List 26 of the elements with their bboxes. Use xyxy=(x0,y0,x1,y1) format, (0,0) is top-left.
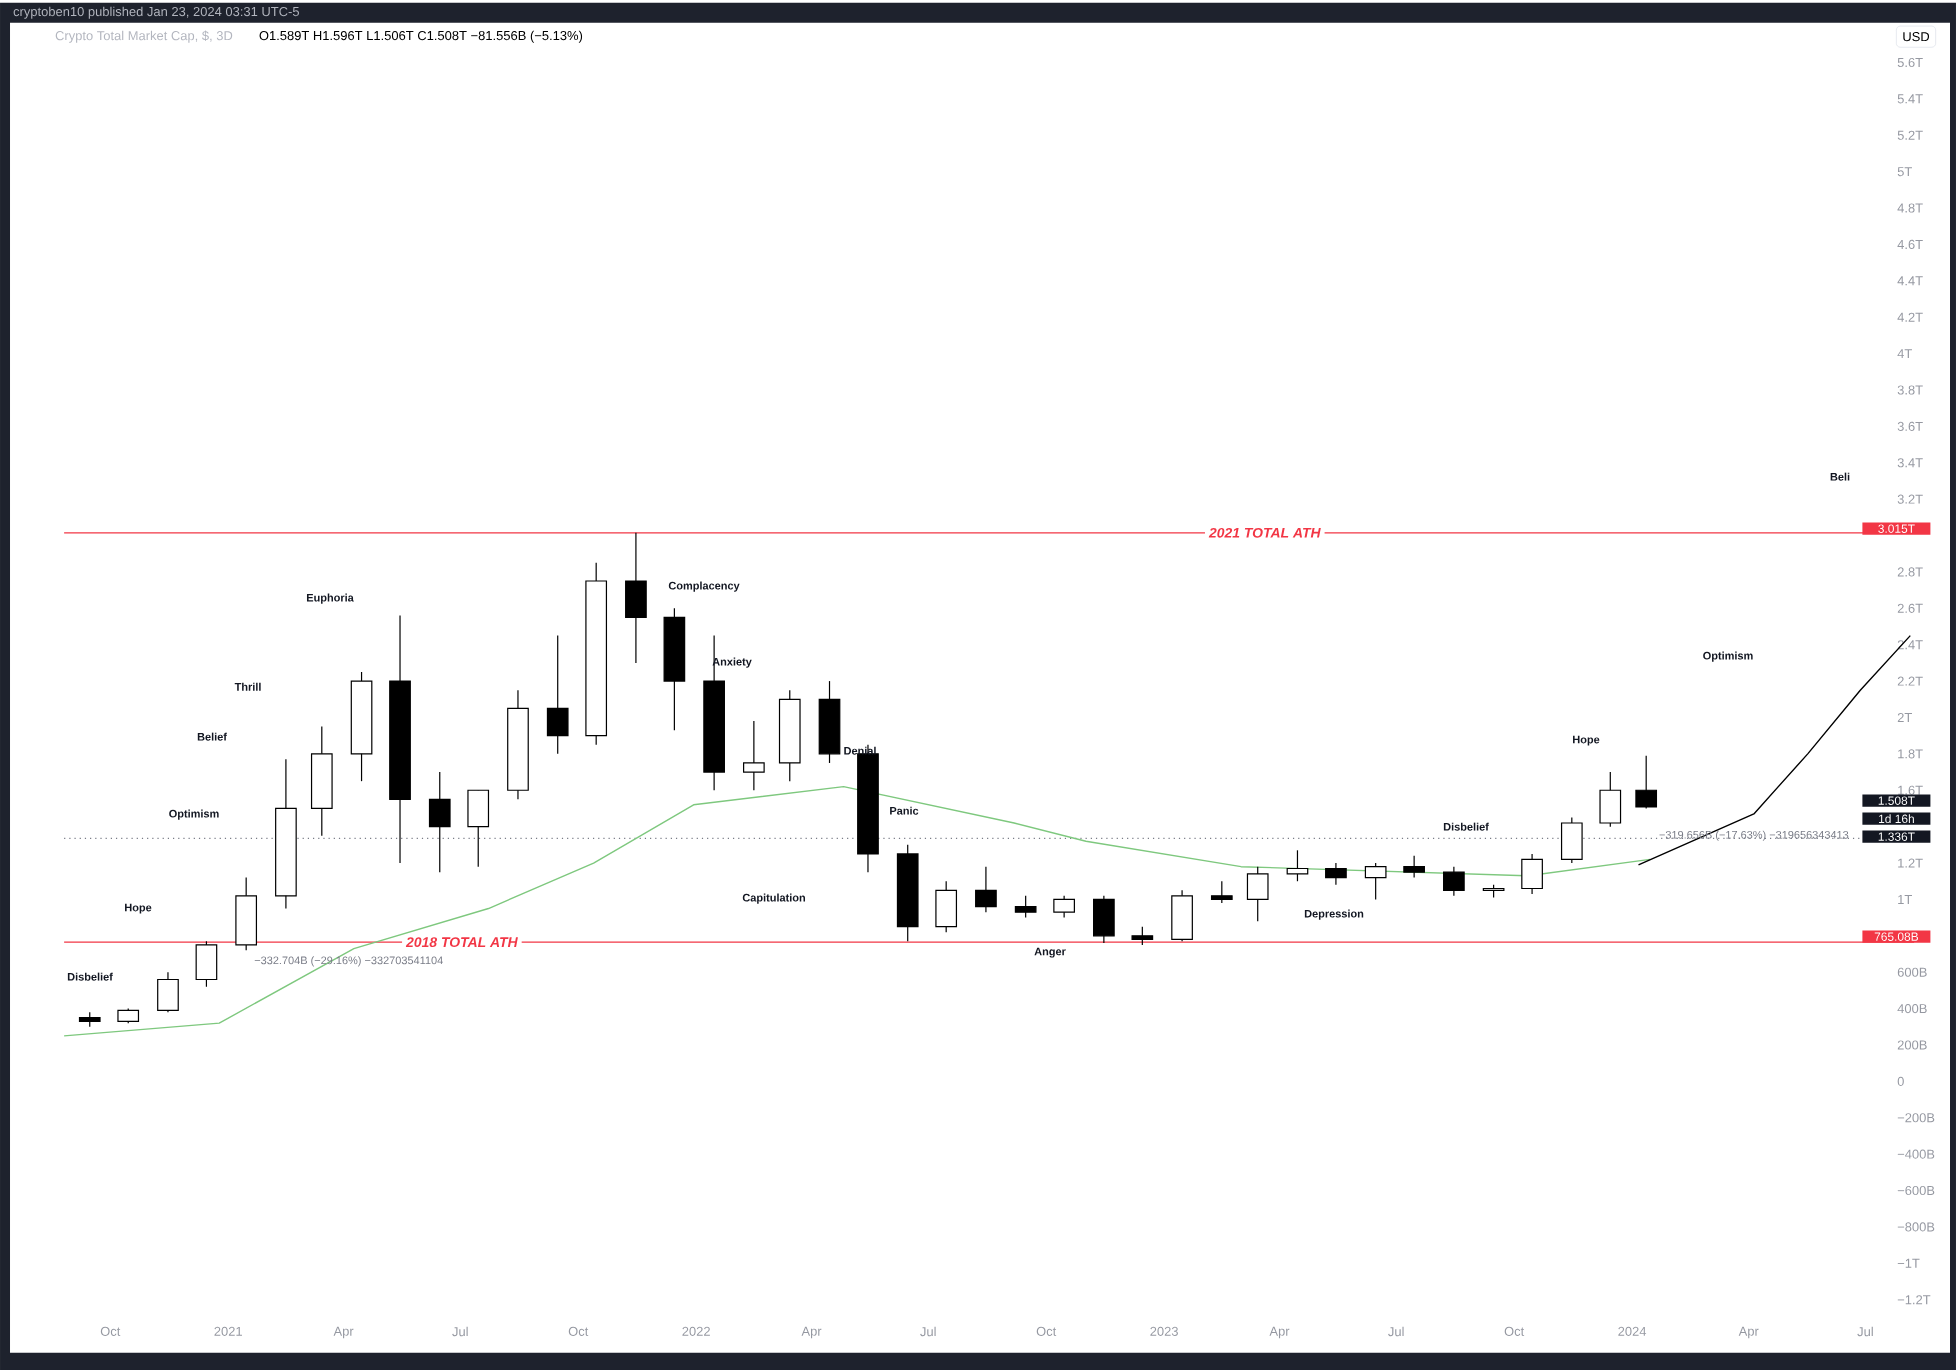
candlestick xyxy=(935,880,958,933)
candlestick xyxy=(1246,865,1269,922)
candlestick xyxy=(975,865,997,913)
candlestick xyxy=(1635,754,1658,809)
candlestick xyxy=(1325,862,1347,886)
candlestick xyxy=(1521,853,1543,895)
candlestick xyxy=(1443,865,1465,897)
candlestick xyxy=(1403,854,1425,878)
candlestick xyxy=(1364,862,1387,900)
candlestick xyxy=(1093,894,1115,944)
line-series xyxy=(63,785,1651,1037)
candlestick xyxy=(157,971,179,1013)
candlestick xyxy=(1171,889,1193,942)
candlestick xyxy=(1131,925,1154,946)
candlestick xyxy=(195,940,218,988)
candlestick xyxy=(467,789,490,867)
candlestick xyxy=(1210,880,1233,904)
candlestick xyxy=(428,771,451,873)
candlestick xyxy=(625,531,647,664)
candlestick xyxy=(546,634,569,755)
candlestick xyxy=(1053,894,1075,918)
candlestick xyxy=(1599,771,1622,827)
candlestick xyxy=(1560,816,1583,864)
candlestick xyxy=(743,720,765,791)
candlestick xyxy=(1014,894,1037,918)
candlestick xyxy=(1286,849,1309,882)
